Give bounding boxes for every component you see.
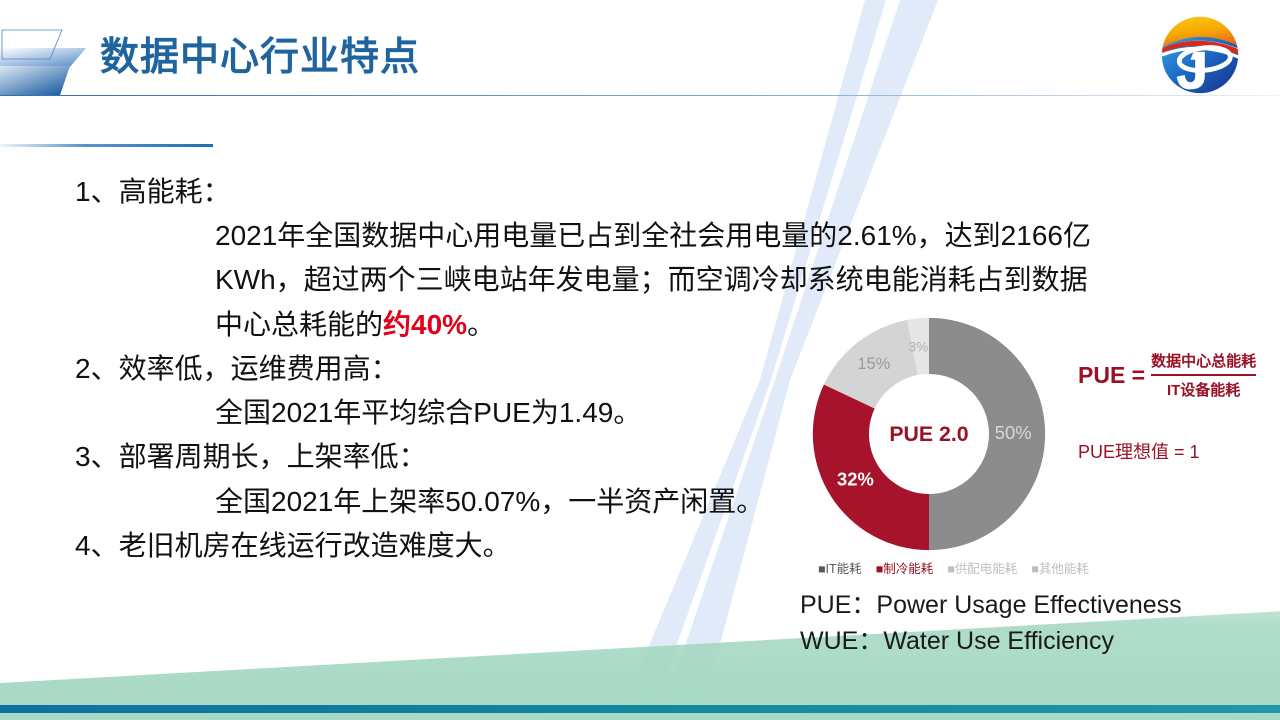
svg-text:15%: 15%	[857, 355, 890, 373]
svg-text:32%: 32%	[837, 468, 874, 489]
svg-text:3%: 3%	[909, 340, 929, 355]
svg-text:PUE 2.0: PUE 2.0	[889, 422, 968, 446]
svg-text:50%: 50%	[995, 422, 1032, 443]
